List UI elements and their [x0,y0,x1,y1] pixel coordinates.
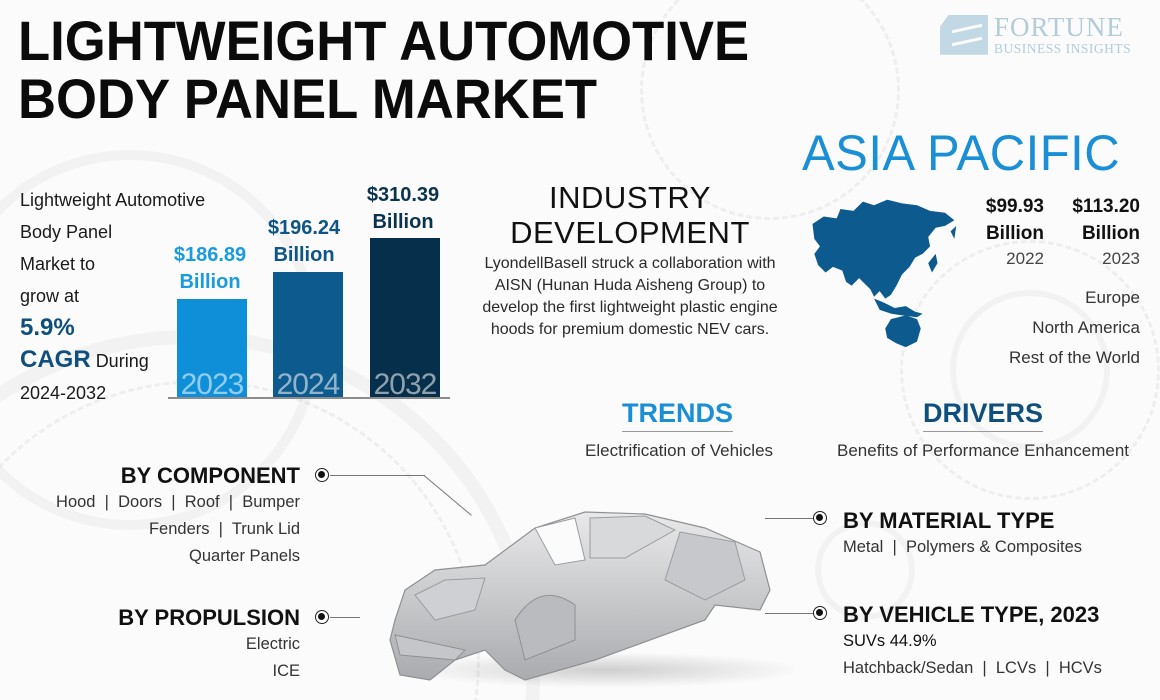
segment-item: ICE [272,662,300,680]
page-title: LIGHTWEIGHT AUTOMOTIVE BODY PANEL MARKET [18,12,749,128]
cagr-period: 2024-2032 [20,383,107,403]
asia-pacific-map-icon [812,199,957,348]
drivers-text: Benefits of Performance Enhancement [837,441,1129,460]
cagr-summary: Lightweight Automotive Body Panel Market… [20,184,205,409]
bar-year-2024: 2024 [276,368,341,401]
cagr-label: CAGR [20,346,91,373]
industry-development: INDUSTRY DEVELOPMENT LyondellBasell stru… [470,180,790,341]
title-line-2: BODY PANEL MARKET [18,67,598,130]
segment-title: BY COMPONENT [120,463,300,488]
title-line-1: LIGHTWEIGHT AUTOMOTIVE [18,9,750,72]
growth-text-line: Lightweight Automotive [20,190,206,210]
bar-year-2023: 2023 [180,368,245,401]
cagr-value: 5.9% [20,314,75,341]
segment-item: Hatchback/Sedan | LCVs | HCVs [843,659,1102,677]
logo-line-1: FORTUNE [994,12,1124,42]
connector-line [765,613,815,614]
during-text: During [95,351,149,371]
growth-text-line: grow at [20,286,80,306]
connector-dot-icon [315,610,329,624]
connector-dot-icon [315,468,329,482]
connector-line [765,518,815,519]
segment-item: Metal | Polymers & Composites [843,538,1083,556]
bar-value-label-2023: $186.89 Billion [173,244,247,293]
fortune-business-insights-logo: FORTUNE BUSINESS INSIGHTS [940,14,1131,56]
growth-text-line: Market to [20,254,96,274]
segment-item: Quarter Panels [189,547,300,565]
region-north-america: North America [1032,318,1140,337]
industry-title: INDUSTRY DEVELOPMENT [510,180,750,250]
bar-year-2032: 2032 [373,368,438,401]
bar-value-label-2024: $196.24 Billion [267,217,341,266]
segment-title: BY MATERIAL TYPE [843,508,1055,533]
market-size-bar-chart: $186.89 Billion 2023 $196.24 Billion 2024 … [168,180,450,401]
segment-item: Electric [245,635,300,653]
segment-item: Fenders | Trunk Lid [148,520,300,538]
bar-2024: 2024 [273,272,343,401]
other-regions-list: Europe North America Rest of the World [1009,283,1140,373]
segment-by-component: BY COMPONENT Hood | Doors | Roof | Bumpe… [56,463,300,570]
bar-value-label-2032: $310.39 Billion [366,184,440,233]
connector-line [330,617,360,618]
region-title: ASIA PACIFIC [802,125,1121,181]
chart-baseline [168,397,450,399]
bar-2032: 2032 [370,238,440,401]
connector-dot-icon [813,606,827,620]
segment-title: BY VEHICLE TYPE, 2023 [843,602,1100,627]
segment-by-vehicle-type: BY VEHICLE TYPE, 2023 SUVs 44.9% Hatchba… [843,602,1102,682]
fb-logo-icon [940,14,988,55]
trends-title: TRENDS [622,398,733,432]
segment-highlight: SUVs 44.9% [843,632,937,650]
car-body-frame-icon [389,511,795,688]
connector-line [330,475,425,476]
trends-text: Electrification of Vehicles [585,441,774,460]
industry-text: LyondellBasell struck a collaboration wi… [482,255,778,338]
drivers-title: DRIVERS [923,398,1043,432]
region-europe: Europe [1085,288,1140,307]
region-stat-2023: $113.20 Billion 2023 [1072,196,1140,268]
segment-by-propulsion: BY PROPULSION Electric ICE [118,605,300,685]
segment-title: BY PROPULSION [118,605,300,630]
region-rest-of-world: Rest of the World [1008,348,1140,367]
segment-by-material-type: BY MATERIAL TYPE Metal | Polymers & Comp… [843,508,1082,561]
growth-text-line: Body Panel [20,222,113,242]
logo-line-2: BUSINESS INSIGHTS [994,41,1132,56]
segment-item: Hood | Doors | Roof | Bumper [56,493,300,511]
region-stat-2022: $99.93 Billion 2022 [985,196,1044,268]
connector-dot-icon [813,511,827,525]
bar-2023: 2023 [177,299,247,401]
